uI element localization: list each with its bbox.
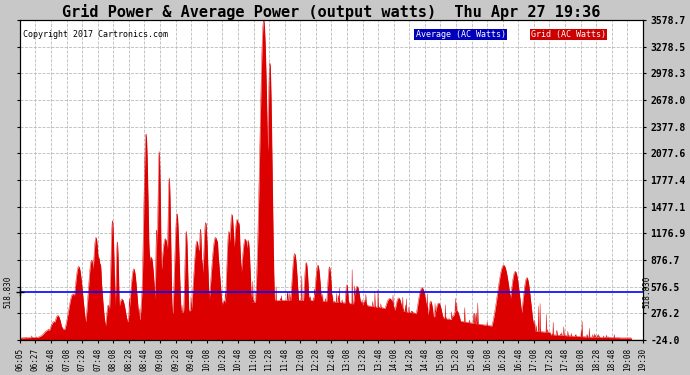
Text: Copyright 2017 Cartronics.com: Copyright 2017 Cartronics.com xyxy=(23,30,168,39)
Title: Grid Power & Average Power (output watts)  Thu Apr 27 19:36: Grid Power & Average Power (output watts… xyxy=(62,4,600,20)
Text: 518.830: 518.830 xyxy=(3,276,12,308)
Text: Grid (AC Watts): Grid (AC Watts) xyxy=(531,30,606,39)
Text: Average (AC Watts): Average (AC Watts) xyxy=(415,30,506,39)
Text: 518.830: 518.830 xyxy=(643,276,652,308)
